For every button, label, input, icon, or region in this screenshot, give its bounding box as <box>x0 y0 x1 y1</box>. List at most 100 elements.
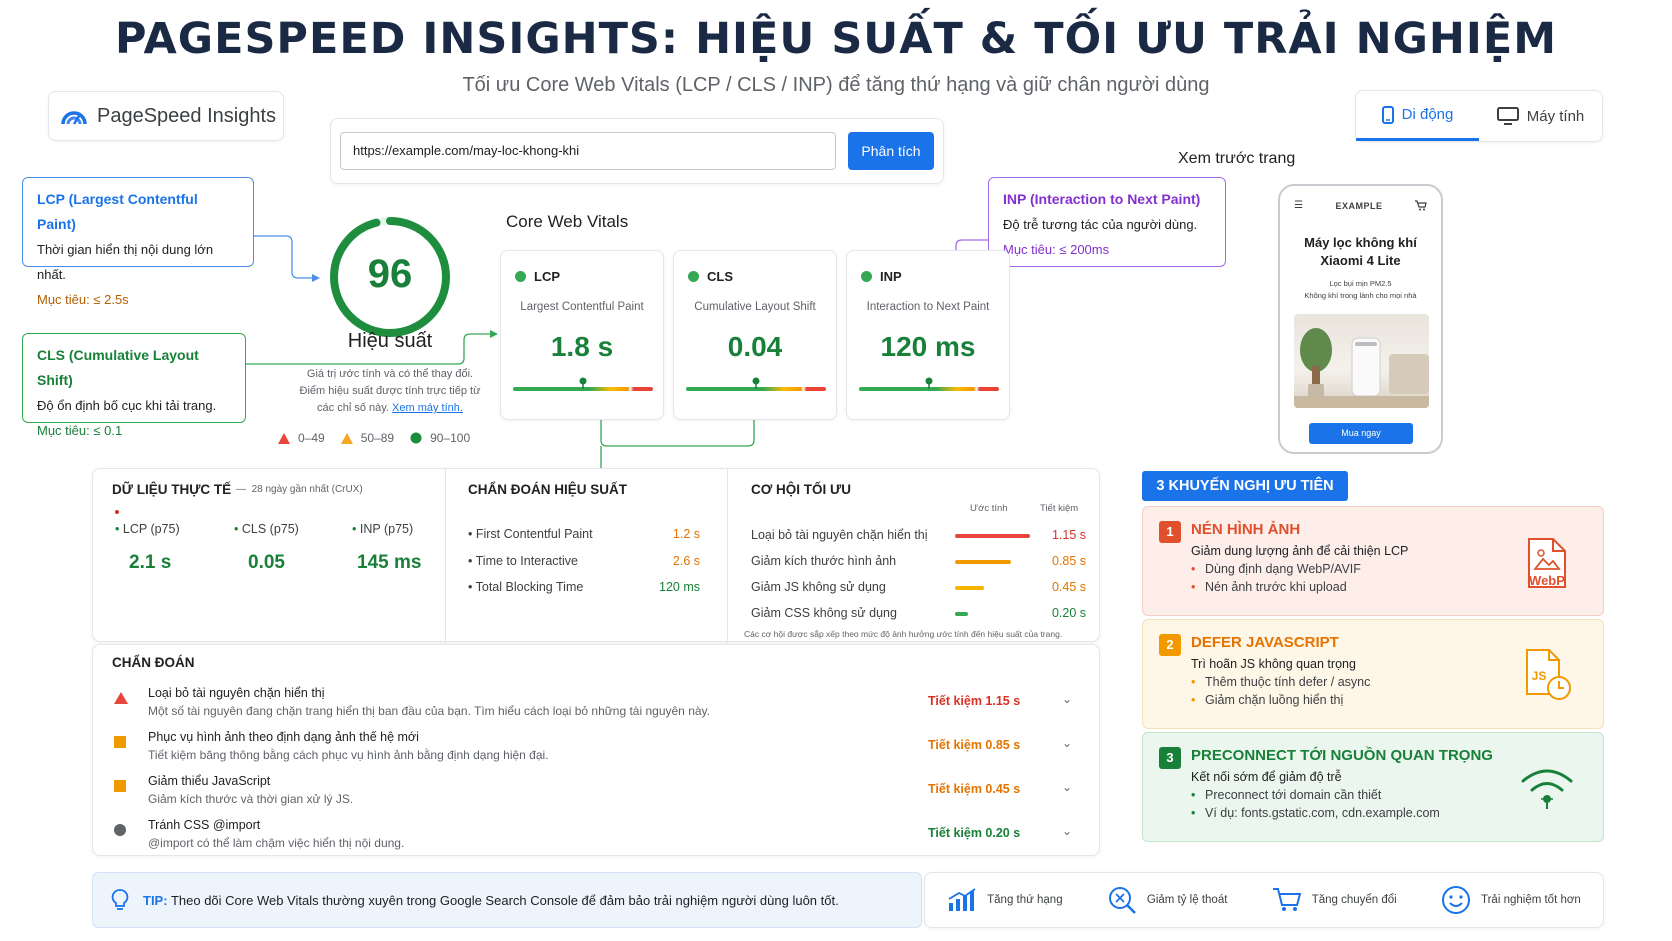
tab-desktop[interactable]: Máy tính <box>1479 91 1602 141</box>
recommendation-bullet: Thêm thuộc tính defer / async <box>1191 675 1587 689</box>
opportunity-row[interactable]: Loại bỏ tài nguyên chặn hiển thị 1.15 s <box>751 528 1086 542</box>
diagnostic-saving: Tiết kiệm 0.20 s <box>928 826 1021 840</box>
url-form <box>330 118 944 184</box>
lightbulb-icon <box>111 889 129 910</box>
analyze-button[interactable]: Phân tích <box>848 132 934 170</box>
performance-note: Giá trị ước tính và có thể thay đổi. Điể… <box>285 366 495 417</box>
preview-brand: EXAMPLE <box>1335 200 1383 211</box>
diagnostic-item[interactable]: Tránh CSS @import @import có thể làm chậ… <box>112 818 1082 860</box>
diagnostics-panel <box>92 644 1100 856</box>
chevron-down-icon[interactable]: ⌄ <box>1062 736 1073 750</box>
brand-name: PageSpeed Insights <box>97 104 277 127</box>
metric-short: LCP <box>534 269 560 284</box>
lab-row: • Total Blocking Time 120 ms <box>468 580 700 594</box>
good-dot-icon <box>861 271 872 282</box>
diagnostic-item[interactable]: Phục vụ hình ảnh theo định dạng ảnh thế … <box>112 730 1082 772</box>
metric-full-name: Interaction to Next Paint <box>866 301 990 313</box>
performance-gauge-arc <box>330 217 450 337</box>
recommendation-number: 3 <box>1159 747 1181 769</box>
tab-desktop-label: Máy tính <box>1526 107 1585 125</box>
opportunity-bar <box>955 586 985 590</box>
mobile-icon <box>1381 105 1394 124</box>
good-dot-icon <box>688 271 699 282</box>
diagnostic-desc: Một số tài nguyên đang chặn trang hiển t… <box>148 704 710 718</box>
cls-definition-desc: Độ ổn định bố cục khi tải trang. <box>37 398 217 413</box>
field-data-period: — 28 ngày gần nhất (CrUX) <box>236 484 363 495</box>
score-legend: 0–49 50–89 90–100 <box>278 431 470 445</box>
chevron-down-icon[interactable]: ⌄ <box>1062 780 1073 794</box>
buy-now-button[interactable]: Mua ngay <box>1309 423 1413 444</box>
recommendation-card[interactable]: 3 PRECONNECT TỚI NGUỒN QUAN TRỌNG Kết nố… <box>1142 732 1604 842</box>
diagnostic-title: Phục vụ hình ảnh theo định dạng ảnh thế … <box>148 730 419 744</box>
metric-scale-bar <box>686 377 826 391</box>
lcp-definition: LCP (Largest Contentful Paint) Thời gian… <box>22 177 254 307</box>
field-item: • INP (p75) <box>352 522 414 536</box>
metric-value: 0.04 <box>727 331 783 362</box>
js-icon-text: JS <box>1532 669 1547 683</box>
url-input[interactable]: https://example.com/may-loc-khong-khi <box>340 132 836 170</box>
legend-good: 90–100 <box>430 431 471 445</box>
legend-poor: 0–49 <box>298 431 325 445</box>
opportunity-row[interactable]: Giảm CSS không sử dụng 0.20 s <box>751 606 1086 620</box>
diagnostic-saving: Tiết kiệm 1.15 s <box>928 694 1021 708</box>
diagnostic-saving: Tiết kiệm 0.45 s <box>928 782 1021 796</box>
lcp-definition-desc: Thời gian hiển thị nội dung lớn nhất. <box>37 242 214 282</box>
poor-triangle-icon <box>278 432 290 444</box>
view-calculator-link[interactable]: Xem máy tính. <box>392 402 463 414</box>
opportunity-bar <box>955 534 1030 538</box>
metric-scale-bar <box>859 377 999 391</box>
opportunities-title: CƠ HỘI TỐI ƯU <box>751 482 851 497</box>
opportunity-row[interactable]: Giảm JS không sử dụng 0.45 s <box>751 580 1086 594</box>
metric-short: INP <box>880 269 902 284</box>
recommendation-bullet: Giảm chặn luồng hiển thị <box>1191 693 1587 707</box>
cls-definition-target: Mục tiêu: ≤ 0.1 <box>37 423 123 438</box>
performance-gauge <box>330 217 450 337</box>
metric-short: CLS <box>707 269 733 284</box>
benefit-item: Tăng chuyển đổi <box>1272 887 1397 913</box>
metric-card-lcp[interactable]: LCP Largest Contentful Paint 1.8 s <box>500 250 664 420</box>
device-toggle: Di động Máy tính <box>1355 90 1603 142</box>
diagnostic-saving: Tiết kiệm 0.85 s <box>928 738 1021 752</box>
benefit-item: Giảm tỷ lệ thoát <box>1107 885 1227 915</box>
recommendation-desc: Giảm dung lượng ảnh để cải thiện LCP <box>1191 544 1409 558</box>
recommendation-title: DEFER JAVASCRIPT <box>1191 634 1339 651</box>
diagnostic-desc: Giảm kích thước và thời gian xử lý JS. <box>148 792 354 806</box>
recommendation-bullet: Dùng định dạng WebP/AVIF <box>1191 562 1587 576</box>
js-clock-icon: JS <box>1526 649 1571 700</box>
benefit-item: Trải nghiệm tốt hơn <box>1441 885 1581 915</box>
opportunity-value: 0.20 s <box>1051 606 1086 620</box>
diagnostic-item[interactable]: Loại bỏ tài nguyên chặn hiển thị Một số … <box>112 686 1082 728</box>
benefit-label: Tăng chuyển đổi <box>1311 894 1397 906</box>
good-circle-icon <box>410 432 422 444</box>
recommendation-desc: Kết nối sớm để giảm độ trễ <box>1191 770 1342 784</box>
metric-card-inp[interactable]: INP Interaction to Next Paint 120 ms <box>846 250 1010 420</box>
recommendation-card[interactable]: 2 DEFER JAVASCRIPT Trì hoãn JS không qua… <box>1142 619 1604 729</box>
opportunity-bar <box>955 612 968 616</box>
recommendation-card[interactable]: 1 NÉN HÌNH ẢNH Giảm dung lượng ảnh để cả… <box>1142 506 1604 616</box>
recommendations-title: 3 KHUYẾN NGHỊ ƯU TIÊN <box>1142 471 1348 501</box>
field-item-label: CLS (p75) <box>241 522 299 536</box>
opportunity-label: Loại bỏ tài nguyên chặn hiển thị <box>751 528 928 542</box>
metric-card-cls[interactable]: CLS Cumulative Layout Shift 0.04 <box>673 250 837 420</box>
field-item-value: 0.05 <box>248 552 285 573</box>
preview-product-name: Máy lọc không khí <box>1304 235 1417 250</box>
opportunity-row[interactable]: Giảm kích thước hình ảnh 0.85 s <box>751 554 1086 568</box>
wifi-connect-icon <box>1521 769 1573 809</box>
field-item-label: INP (p75) <box>359 522 414 536</box>
bounce-search-icon <box>1108 887 1136 914</box>
page-subtitle: Tối ưu Core Web Vitals (LCP / CLS / INP)… <box>462 74 1210 96</box>
diagnostic-item[interactable]: Giảm thiểu JavaScript Giảm kích thước và… <box>112 774 1082 816</box>
tab-mobile[interactable]: Di động <box>1356 91 1479 141</box>
tab-mobile-label: Di động <box>1401 106 1454 123</box>
chevron-down-icon[interactable]: ⌄ <box>1062 692 1073 706</box>
chevron-down-icon[interactable]: ⌄ <box>1062 824 1073 838</box>
field-item: • LCP (p75) <box>115 522 180 536</box>
opportunity-value: 0.45 s <box>1051 580 1086 594</box>
metric-value: 120 ms <box>880 331 976 362</box>
opportunities-note: Các cơ hội được sắp xếp theo mức độ ảnh … <box>744 629 1063 639</box>
recommendation-title: NÉN HÌNH ẢNH <box>1191 521 1301 538</box>
orange-square-icon <box>114 736 126 748</box>
lab-label: Total Blocking Time <box>475 580 584 594</box>
recommendation-bullet: Nén ảnh trước khi upload <box>1191 580 1587 594</box>
legend-average: 50–89 <box>360 431 395 445</box>
